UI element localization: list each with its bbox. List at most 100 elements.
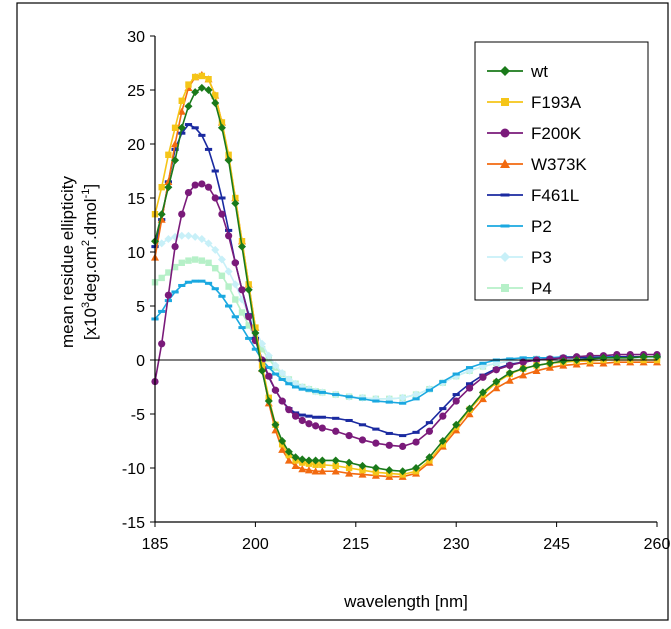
y-tick-label: 15: [127, 191, 145, 208]
data-point-F200K: [164, 291, 172, 299]
legend-item-wt: wt: [487, 62, 548, 81]
data-point-wt: [358, 461, 367, 470]
data-point-P3: [177, 231, 186, 240]
data-point-F461L: [465, 382, 474, 386]
data-point-wt: [505, 368, 514, 377]
data-point-F200K: [218, 210, 226, 218]
data-point-P2: [519, 356, 527, 360]
data-point-wt: [298, 455, 307, 464]
y-label-post: ]: [81, 184, 100, 189]
data-point-F200K: [412, 438, 420, 446]
data-point-F200K: [158, 340, 166, 348]
data-point-F200K: [439, 412, 447, 420]
legend-label: F461L: [531, 186, 579, 205]
data-point-F461L: [211, 169, 219, 173]
data-point-P2: [358, 397, 367, 401]
data-point-P3: [258, 339, 267, 348]
data-point-P4: [191, 256, 199, 263]
data-point-F200K: [506, 361, 514, 369]
data-point-P3: [204, 239, 213, 248]
data-point-F200K: [225, 232, 233, 240]
data-point-wt: [532, 361, 541, 370]
legend-item-F193A: F193A: [487, 93, 582, 112]
data-point-W373K: [298, 465, 307, 473]
data-point-F461L: [439, 407, 447, 411]
x-axis-label: wavelength [nm]: [343, 592, 468, 611]
data-point-P3: [197, 235, 206, 244]
data-point-wt: [171, 156, 180, 165]
data-point-P2: [425, 388, 434, 392]
data-point-wt: [452, 420, 461, 429]
data-point-wt: [545, 359, 554, 368]
data-point-F193A: [225, 151, 232, 158]
data-point-P4: [225, 283, 232, 290]
data-point-F200K: [238, 286, 246, 294]
data-point-P2: [506, 357, 514, 361]
data-point-P2: [305, 388, 313, 392]
x-tick-label: 260: [644, 536, 671, 553]
data-point-P4: [205, 259, 212, 266]
data-point-wt: [318, 456, 327, 465]
data-point-wt: [278, 437, 287, 445]
data-point-wt: [191, 88, 200, 97]
data-point-P2: [345, 395, 353, 399]
y-label-pre: [x10: [81, 308, 100, 340]
y-tick-label: -5: [131, 407, 145, 424]
data-point-wt: [251, 329, 260, 337]
y-tick-label: -10: [122, 461, 145, 478]
data-point-wt: [304, 456, 313, 465]
data-point-F200K: [231, 259, 239, 267]
data-point-F461L: [358, 423, 367, 427]
data-point-F461L: [305, 414, 313, 418]
legend-label: P4: [531, 279, 552, 298]
data-point-wt: [492, 377, 501, 386]
data-point-F193A: [191, 73, 199, 81]
data-point-P3: [184, 231, 193, 240]
data-point-W373K: [505, 376, 514, 384]
x-tick-label: 200: [242, 536, 269, 553]
data-point-F193A: [345, 464, 353, 472]
data-point-wt: [164, 183, 173, 192]
x-tick-label: 215: [342, 536, 369, 553]
data-point-P2: [278, 377, 286, 381]
data-point-P3: [264, 351, 273, 360]
data-point-F193A: [171, 124, 179, 131]
data-point-F200K: [184, 189, 193, 197]
data-point-wt: [224, 156, 233, 165]
legend-label: wt: [530, 62, 548, 81]
data-point-wt: [204, 86, 213, 94]
data-point-P2: [191, 279, 199, 283]
data-point-F461L: [298, 413, 306, 417]
data-point-P2: [372, 399, 380, 403]
data-point-F461L: [332, 416, 340, 420]
data-point-wt: [586, 354, 595, 363]
data-point-W373K: [164, 177, 173, 185]
x-tick-label: 185: [142, 536, 169, 553]
data-point-F200K: [305, 420, 313, 428]
data-point-P3: [191, 232, 200, 241]
data-point-wt: [559, 357, 568, 366]
y-label-sup3: -1: [80, 189, 92, 199]
data-point-W373K: [492, 384, 501, 392]
data-point-P3: [412, 390, 421, 399]
data-point-F200K: [479, 373, 487, 381]
legend-marker: [500, 159, 510, 168]
data-point-F461L: [204, 147, 213, 151]
legend-item-P4: P4: [487, 279, 552, 298]
data-point-F200K: [425, 427, 434, 435]
data-point-P3: [217, 255, 226, 264]
y-tick-label: 0: [136, 353, 145, 370]
data-point-P2: [238, 326, 246, 330]
legend-item-F461L: F461L: [487, 186, 579, 205]
data-point-P2: [318, 390, 326, 394]
data-point-wt: [311, 456, 320, 465]
legend: wt F193A F200K W373K F461L P2 P3 P4: [474, 41, 649, 301]
data-point-P4: [158, 274, 165, 282]
data-point-F193A: [232, 194, 239, 202]
data-point-P2: [285, 382, 293, 386]
data-point-F200K: [191, 181, 199, 189]
data-point-W373K: [465, 410, 474, 418]
data-point-wt: [519, 364, 528, 373]
